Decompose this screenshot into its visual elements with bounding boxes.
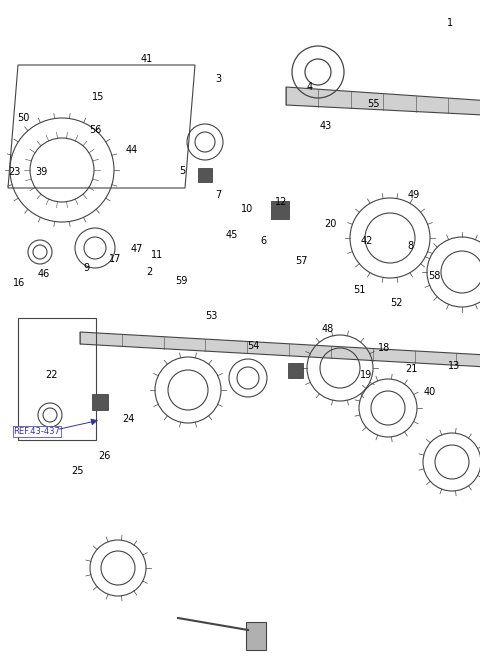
Text: 6: 6 xyxy=(260,236,266,247)
Text: 25: 25 xyxy=(72,466,84,476)
Bar xyxy=(198,168,212,182)
Text: 46: 46 xyxy=(37,269,49,279)
Text: 40: 40 xyxy=(423,387,436,398)
Text: 1: 1 xyxy=(447,18,453,28)
Text: 19: 19 xyxy=(360,370,372,380)
Text: 5: 5 xyxy=(179,165,186,176)
Text: 42: 42 xyxy=(361,236,373,247)
Polygon shape xyxy=(80,332,480,370)
Bar xyxy=(271,201,289,219)
Text: 11: 11 xyxy=(151,249,164,260)
Bar xyxy=(288,363,302,377)
Text: 18: 18 xyxy=(378,342,390,353)
Text: 51: 51 xyxy=(353,285,365,295)
Polygon shape xyxy=(286,87,480,128)
Text: 59: 59 xyxy=(175,276,188,286)
Text: 48: 48 xyxy=(321,324,334,335)
Bar xyxy=(92,394,108,410)
Text: 20: 20 xyxy=(324,219,336,230)
Text: 26: 26 xyxy=(98,451,111,461)
Text: 15: 15 xyxy=(92,92,105,102)
Bar xyxy=(246,622,266,650)
Text: 16: 16 xyxy=(13,278,25,289)
Text: 55: 55 xyxy=(367,98,380,109)
Text: 39: 39 xyxy=(35,167,48,177)
Text: 53: 53 xyxy=(205,311,217,321)
Text: 44: 44 xyxy=(126,144,138,155)
Text: 41: 41 xyxy=(140,54,153,64)
Text: 49: 49 xyxy=(408,190,420,201)
Text: 52: 52 xyxy=(390,298,402,308)
Text: 17: 17 xyxy=(109,254,121,264)
Text: 2: 2 xyxy=(146,267,153,277)
Text: 47: 47 xyxy=(131,244,143,255)
Text: 24: 24 xyxy=(122,413,135,424)
Text: 13: 13 xyxy=(447,361,460,371)
Text: 54: 54 xyxy=(247,341,260,352)
Text: 57: 57 xyxy=(295,256,308,266)
Text: 22: 22 xyxy=(46,370,58,380)
Text: 43: 43 xyxy=(319,121,332,131)
Text: 56: 56 xyxy=(89,125,101,135)
Text: 3: 3 xyxy=(216,73,221,84)
Text: REF.43-437: REF.43-437 xyxy=(13,427,60,436)
Text: 8: 8 xyxy=(408,241,413,251)
Text: 50: 50 xyxy=(17,113,29,123)
Text: 58: 58 xyxy=(428,270,441,281)
Text: 7: 7 xyxy=(215,190,222,201)
Text: 9: 9 xyxy=(84,262,89,273)
Text: 23: 23 xyxy=(8,167,21,177)
Text: 4: 4 xyxy=(307,81,312,92)
Text: 21: 21 xyxy=(406,363,418,374)
Text: 10: 10 xyxy=(241,203,253,214)
Text: 12: 12 xyxy=(275,197,287,207)
Text: 45: 45 xyxy=(225,230,238,240)
